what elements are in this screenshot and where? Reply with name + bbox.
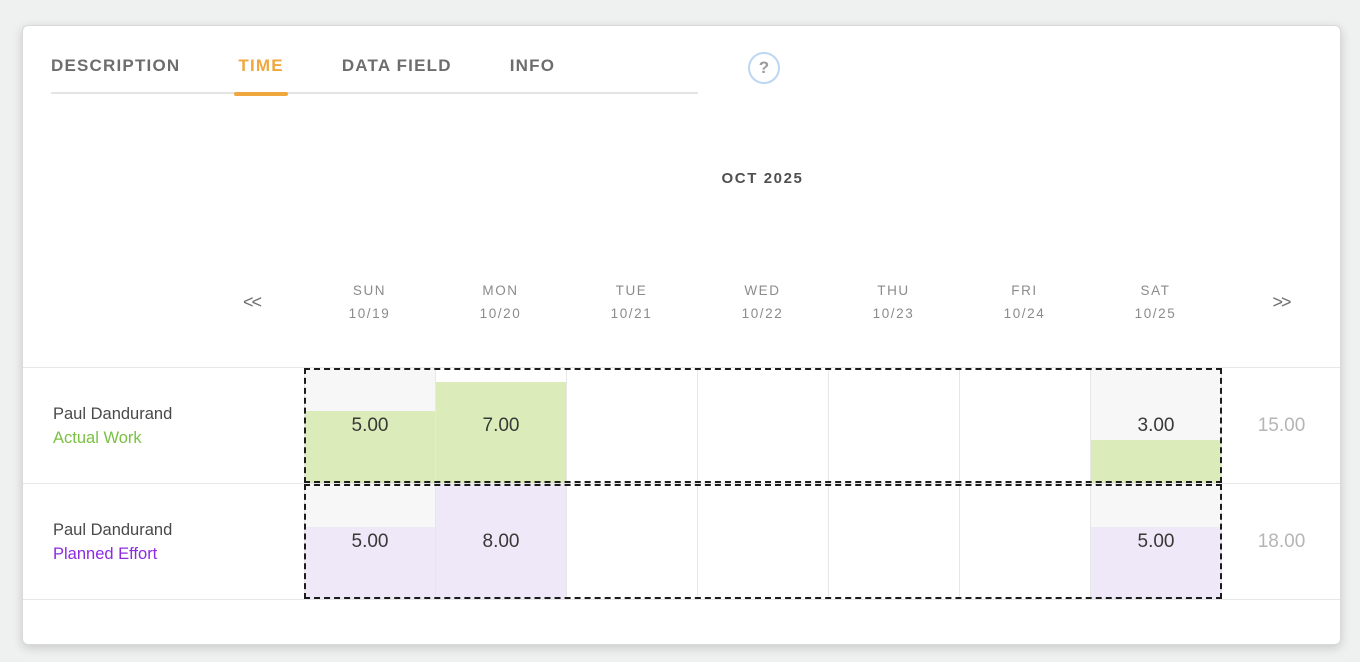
tab-data-field[interactable]: DATA FIELD: [341, 56, 452, 75]
day-name: SUN: [352, 283, 387, 298]
hours-fill-bar: [436, 484, 566, 599]
cell-planned-fri[interactable]: [959, 484, 1090, 599]
cell-planned-sat[interactable]: 5.00: [1090, 484, 1221, 599]
cell-planned-sun[interactable]: 5.00: [304, 484, 435, 599]
cell-actual-thu[interactable]: [828, 368, 959, 483]
hours-fill-bar: [1091, 527, 1221, 599]
day-name: MON: [482, 283, 519, 298]
table-row-actual-work: Paul Dandurand Actual Work 5.00 7.00: [23, 368, 1340, 484]
time-panel: DESCRIPTION TIME DATA FIELD INFO ? OCT 2…: [22, 25, 1341, 645]
cell-actual-sat[interactable]: 3.00: [1090, 368, 1221, 483]
help-icon[interactable]: ?: [748, 52, 780, 84]
day-header-sun: SUN 10/19: [304, 279, 435, 325]
row-label: Paul Dandurand Planned Effort: [23, 484, 304, 599]
cell-planned-tue[interactable]: [566, 484, 697, 599]
next-week-icon[interactable]: >>: [1272, 291, 1291, 312]
table-row-planned-effort: Paul Dandurand Planned Effort 5.00 8.00: [23, 484, 1340, 600]
row-total-planned: 18.00: [1221, 484, 1341, 599]
cell-actual-tue[interactable]: [566, 368, 697, 483]
day-date: 10/21: [610, 306, 653, 321]
day-header-tue: TUE 10/21: [566, 279, 697, 325]
hours-fill-bar: [436, 382, 566, 483]
timesheet-table: Paul Dandurand Actual Work 5.00 7.00: [23, 367, 1340, 600]
hours-fill-bar: [1091, 439, 1221, 483]
cell-value: 5.00: [351, 530, 389, 552]
day-date: 10/23: [872, 306, 915, 321]
tab-bar: DESCRIPTION TIME DATA FIELD INFO ?: [23, 26, 1340, 96]
cell-planned-thu[interactable]: [828, 484, 959, 599]
day-header-wed: WED 10/22: [697, 279, 828, 325]
day-name: SAT: [1140, 283, 1171, 298]
day-date: 10/24: [1003, 306, 1046, 321]
person-name: Paul Dandurand: [53, 520, 173, 539]
cell-actual-sun[interactable]: 5.00: [304, 368, 435, 483]
cell-value: 8.00: [482, 530, 520, 552]
day-header-row: << SUN 10/19 MON 10/20 TUE 10/21 WED 10/…: [23, 279, 1340, 367]
day-name: WED: [744, 283, 781, 298]
next-week-wrap: >>: [1221, 292, 1341, 313]
day-date: 10/22: [741, 306, 784, 321]
tab-time[interactable]: TIME: [234, 56, 289, 96]
cell-planned-wed[interactable]: [697, 484, 828, 599]
day-header-sat: SAT 10/25: [1090, 279, 1221, 325]
day-header-thu: THU 10/23: [828, 279, 959, 325]
cell-value: 7.00: [482, 414, 520, 436]
cell-actual-fri[interactable]: [959, 368, 1090, 483]
month-header-row: OCT 2025: [23, 170, 1340, 187]
prev-week-wrap: <<: [23, 292, 304, 313]
row-total-actual: 15.00: [1221, 368, 1341, 483]
cell-value: 5.00: [351, 414, 389, 436]
day-date: 10/19: [348, 306, 391, 321]
tab-description[interactable]: DESCRIPTION: [51, 56, 181, 75]
cell-actual-wed[interactable]: [697, 368, 828, 483]
day-name: FRI: [1011, 283, 1038, 298]
cell-actual-mon[interactable]: 7.00: [435, 368, 566, 483]
day-header-mon: MON 10/20: [435, 279, 566, 325]
hours-fill-bar: [305, 411, 435, 483]
month-label: OCT 2025: [721, 170, 804, 187]
day-name: TUE: [615, 283, 648, 298]
tabs: DESCRIPTION TIME DATA FIELD INFO: [51, 56, 698, 96]
day-name: THU: [877, 283, 910, 298]
row-label: Paul Dandurand Actual Work: [23, 368, 304, 483]
hours-fill-bar: [305, 527, 435, 599]
person-name: Paul Dandurand: [53, 404, 173, 423]
cell-planned-mon[interactable]: 8.00: [435, 484, 566, 599]
metric-label: Planned Effort: [53, 544, 158, 563]
cell-value: 3.00: [1137, 414, 1175, 436]
prev-week-icon[interactable]: <<: [242, 291, 262, 312]
day-date: 10/20: [479, 306, 522, 321]
tab-info[interactable]: INFO: [509, 56, 556, 75]
cell-value: 5.00: [1137, 530, 1175, 552]
metric-label: Actual Work: [53, 428, 142, 447]
day-header-fri: FRI 10/24: [959, 279, 1090, 325]
day-date: 10/25: [1134, 306, 1177, 321]
